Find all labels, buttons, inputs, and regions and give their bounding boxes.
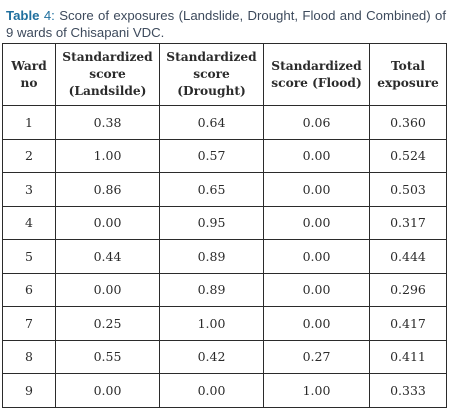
cell-flood: 0.00 xyxy=(263,306,370,341)
table-row: 1 0.38 0.64 0.06 0.360 xyxy=(2,105,447,140)
cell-flood: 1.00 xyxy=(263,373,370,408)
cell-total: 0.333 xyxy=(369,373,447,408)
header-line: Total xyxy=(391,58,425,73)
cell-flood: 0.00 xyxy=(263,172,370,207)
header-total-exposure: Total exposure xyxy=(369,43,447,106)
cell-drought: 0.89 xyxy=(159,239,264,274)
cell-drought: 0.42 xyxy=(159,339,264,374)
cell-flood: 0.00 xyxy=(263,205,370,240)
cell-drought: 0.65 xyxy=(159,172,264,207)
header-line: score xyxy=(89,67,126,81)
header-line: (Drought) xyxy=(177,84,246,98)
table-body: 1 0.38 0.64 0.06 0.360 2 1.00 0.57 0.00 0.524 3 0.8… xyxy=(2,105,447,408)
cell-ward: 5 xyxy=(2,239,56,274)
table-row: 9 0.00 0.00 1.00 0.333 xyxy=(2,373,447,408)
table-row: 3 0.86 0.65 0.00 0.503 xyxy=(2,172,447,207)
cell-drought: 0.00 xyxy=(159,373,264,408)
cell-total: 0.360 xyxy=(369,105,447,140)
cell-flood: 0.06 xyxy=(263,105,370,140)
table-row: 7 0.25 1.00 0.00 0.417 xyxy=(2,306,447,341)
header-drought-score: Standardized score (Drought) xyxy=(159,43,264,106)
cell-drought: 0.57 xyxy=(159,138,264,173)
cell-drought: 0.64 xyxy=(159,105,264,140)
header-row: Ward no Standardized score (Landsilde) Standa… xyxy=(2,43,447,106)
cell-ward: 2 xyxy=(2,138,56,173)
header-line: Standardized xyxy=(166,50,257,64)
table-row: 6 0.00 0.89 0.00 0.296 xyxy=(2,272,447,307)
cell-landslide: 0.44 xyxy=(55,239,160,274)
table-row: 2 1.00 0.57 0.00 0.524 xyxy=(2,138,447,173)
header-ward-no: Ward no xyxy=(2,43,56,106)
caption-number: 4: xyxy=(43,8,55,23)
cell-ward: 1 xyxy=(2,105,56,140)
cell-drought: 0.95 xyxy=(159,205,264,240)
cell-landslide: 0.00 xyxy=(55,272,160,307)
header-landslide-score: Standardized score (Landsilde) xyxy=(55,43,160,106)
table-header: Ward no Standardized score (Landsilde) Standa… xyxy=(2,43,447,106)
cell-ward: 4 xyxy=(2,205,56,240)
table-row: 8 0.55 0.42 0.27 0.411 xyxy=(2,339,447,374)
cell-ward: 8 xyxy=(2,339,56,374)
cell-total: 0.317 xyxy=(369,205,447,240)
caption-label: Table xyxy=(6,8,40,23)
cell-ward: 7 xyxy=(2,306,56,341)
header-flood-score: Standardized score (Flood) xyxy=(263,43,370,106)
cell-landslide: 0.38 xyxy=(55,105,160,140)
cell-landslide: 1.00 xyxy=(55,138,160,173)
cell-landslide: 0.25 xyxy=(55,306,160,341)
table-row: 4 0.00 0.95 0.00 0.317 xyxy=(2,205,447,240)
header-line: Standardized xyxy=(271,58,362,73)
exposure-table: Ward no Standardized score (Landsilde) Standa… xyxy=(2,43,447,408)
cell-ward: 9 xyxy=(2,373,56,408)
cell-total: 0.417 xyxy=(369,306,447,341)
cell-landslide: 0.55 xyxy=(55,339,160,374)
cell-landslide: 0.86 xyxy=(55,172,160,207)
cell-flood: 0.27 xyxy=(263,339,370,374)
cell-flood: 0.00 xyxy=(263,138,370,173)
cell-total: 0.444 xyxy=(369,239,447,274)
cell-total: 0.296 xyxy=(369,272,447,307)
cell-flood: 0.00 xyxy=(263,272,370,307)
cell-ward: 6 xyxy=(2,272,56,307)
cell-ward: 3 xyxy=(2,172,56,207)
header-line: score xyxy=(193,67,230,81)
cell-landslide: 0.00 xyxy=(55,205,160,240)
cell-total: 0.411 xyxy=(369,339,447,374)
cell-drought: 1.00 xyxy=(159,306,264,341)
header-line: Ward xyxy=(11,58,47,73)
cell-drought: 0.89 xyxy=(159,272,264,307)
header-line: no xyxy=(20,75,38,90)
table-caption: Table 4: Score of exposures (Landslide, … xyxy=(6,7,446,41)
header-line: (Landsilde) xyxy=(68,84,147,98)
header-line: Standardized xyxy=(62,50,153,64)
header-line: score (Flood) xyxy=(271,75,362,90)
cell-total: 0.524 xyxy=(369,138,447,173)
table-row: 5 0.44 0.89 0.00 0.444 xyxy=(2,239,447,274)
cell-landslide: 0.00 xyxy=(55,373,160,408)
caption-text: Score of exposures (Landslide, Drought, … xyxy=(6,8,446,40)
cell-flood: 0.00 xyxy=(263,239,370,274)
header-line: exposure xyxy=(377,75,439,90)
cell-total: 0.503 xyxy=(369,172,447,207)
